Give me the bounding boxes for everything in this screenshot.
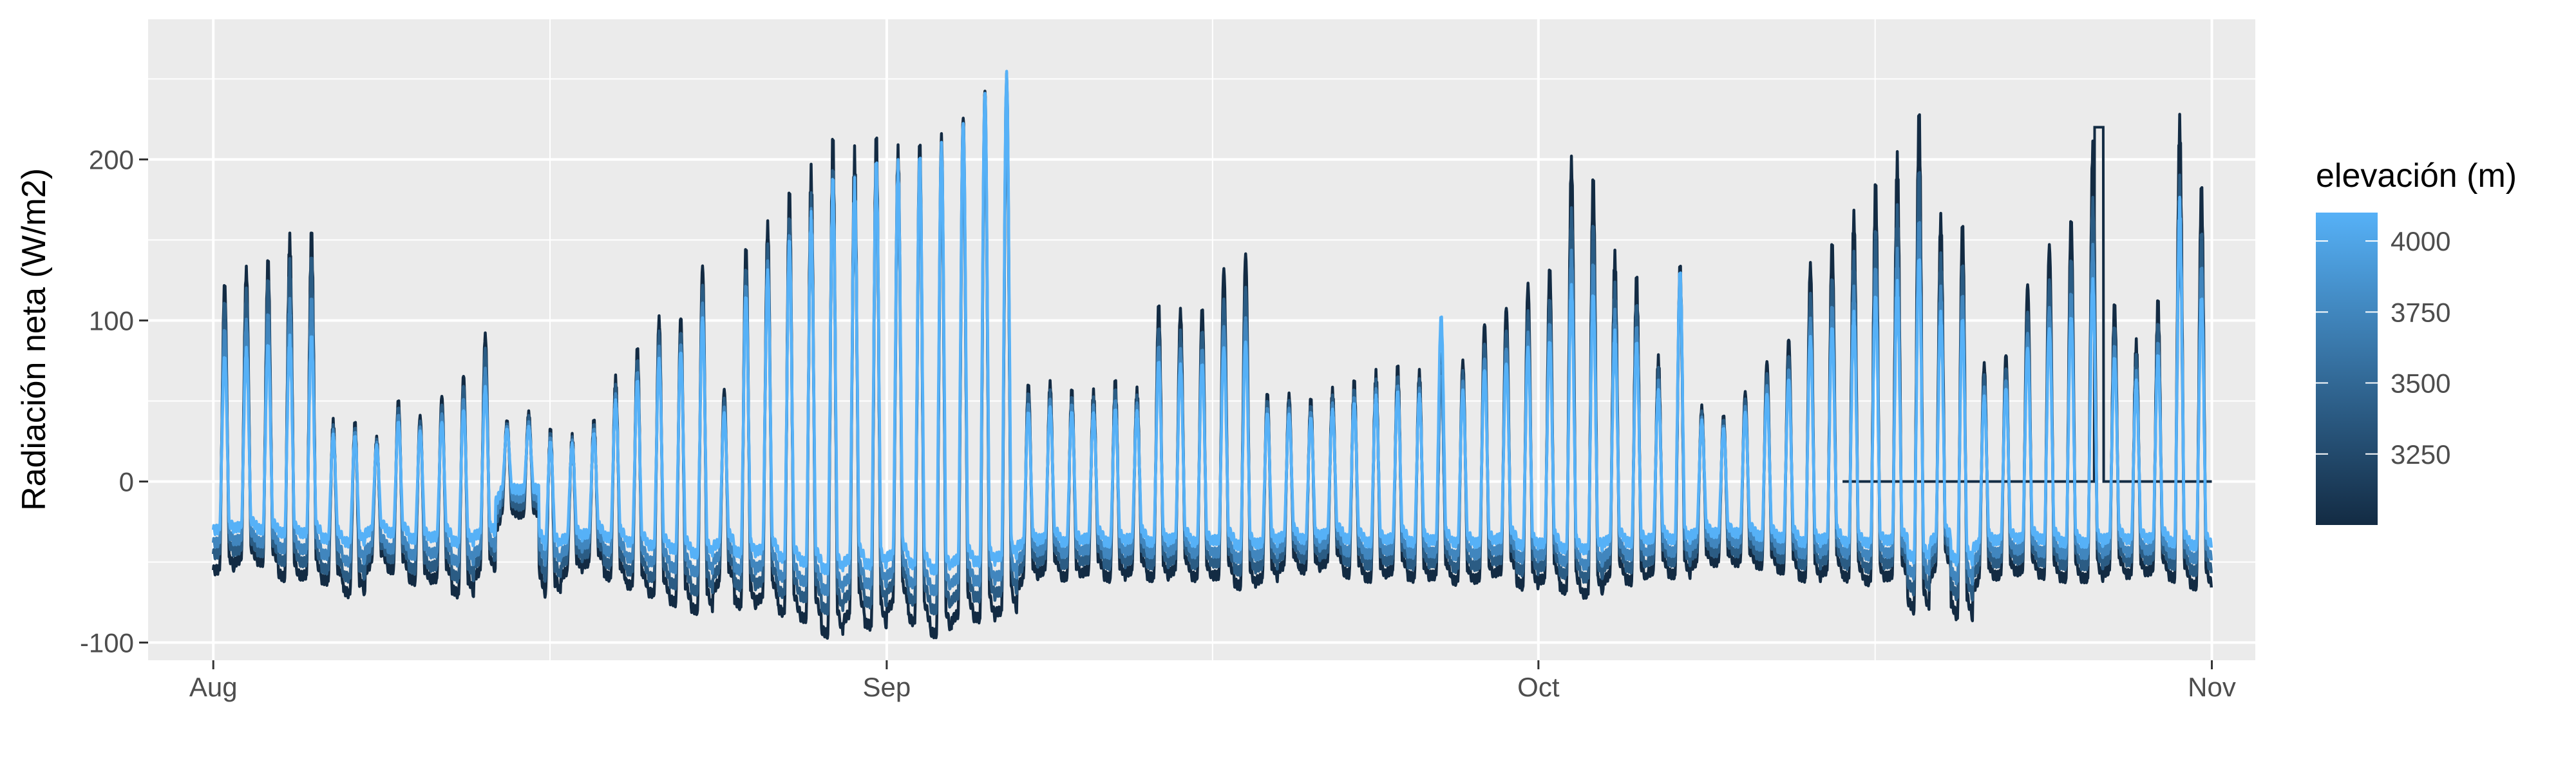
x-axis: Aug Sep Oct Nov [189,660,2236,702]
legend-tick-label: 4000 [2391,226,2450,256]
y-tick-label: 100 [89,306,134,336]
legend-title: elevación (m) [2316,157,2517,195]
y-axis-title: Radiación neta (W/m2) [15,168,53,511]
x-tick-label: Aug [189,672,238,702]
legend-colorbar [2316,213,2378,525]
legend-tick-label: 3500 [2391,368,2450,399]
legend-tick-label: 3250 [2391,439,2450,470]
series-layer [211,70,2213,640]
legend-tick-label: 3750 [2391,297,2450,327]
x-tick-label: Sep [863,672,911,702]
y-tick-label: -100 [80,628,134,658]
y-tick-label: 200 [89,145,134,175]
series-line-4100 [211,70,2213,576]
y-tick-label: 0 [119,467,134,497]
legend: elevación (m) 3250 3500 3750 4000 [2316,157,2517,525]
x-tick-label: Oct [1517,672,1560,702]
x-tick-label: Nov [2188,672,2236,702]
y-axis: -100 0 100 200 [80,145,148,658]
